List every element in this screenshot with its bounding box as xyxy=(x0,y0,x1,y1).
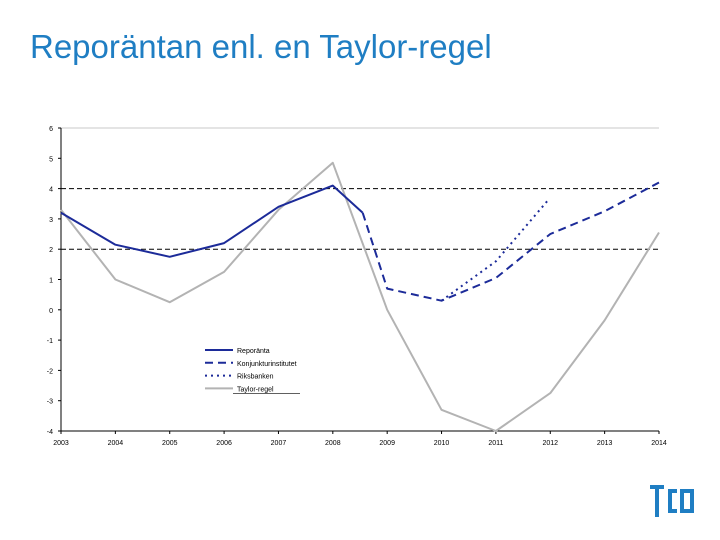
reference-lines xyxy=(61,188,659,250)
legend-label: Konjunkturinstitutet xyxy=(237,361,297,368)
x-tick-label: 2008 xyxy=(325,440,341,447)
series-lines xyxy=(60,161,660,432)
y-tick-label: 2 xyxy=(49,247,53,254)
y-tick-label: 6 xyxy=(49,126,53,133)
y-tick-label: -2 xyxy=(47,368,53,375)
chart-frame xyxy=(60,127,659,432)
x-tick-label: 2011 xyxy=(488,440,503,447)
series-line-riksbanken xyxy=(440,200,549,302)
legend-label: Riksbanken xyxy=(237,374,274,381)
x-tick-label: 2013 xyxy=(597,440,613,447)
slide-title: Reporäntan enl. en Taylor-regel xyxy=(30,28,492,65)
y-tick-label: 3 xyxy=(49,217,53,224)
x-axis: 2003 2004 2005 2006 2007 2008 2009 2010 2011 2012… xyxy=(53,431,667,447)
x-tick-label: 2006 xyxy=(216,440,232,447)
y-tick-label: -3 xyxy=(47,399,53,406)
x-tick-label: 2014 xyxy=(651,440,667,447)
x-tick-label: 2004 xyxy=(108,440,124,447)
y-tick-label: 0 xyxy=(49,308,53,315)
x-tick-label: 2012 xyxy=(542,440,558,447)
y-tick-label: 5 xyxy=(49,156,53,163)
series-line-taylor-regel xyxy=(60,161,660,432)
tco-logo-icon xyxy=(650,485,694,517)
x-tick-label: 2009 xyxy=(379,440,395,447)
y-axis: 6 5 4 3 2 1 0 -1 -2 -3 -4 xyxy=(47,126,61,436)
y-tick-label: -1 xyxy=(47,338,53,345)
y-tick-label: 4 xyxy=(49,187,53,194)
legend: Reporänta Konjunkturinstitutet Riksbanken T… xyxy=(205,348,300,394)
x-tick-label: 2003 xyxy=(53,440,69,447)
y-tick-label: -4 xyxy=(47,429,53,436)
series-line-repor-nta xyxy=(60,184,364,258)
x-tick-label: 2005 xyxy=(162,440,178,447)
legend-label: Taylor-regel xyxy=(237,386,274,393)
y-tick-label: 1 xyxy=(49,278,53,285)
x-tick-label: 2007 xyxy=(271,440,287,447)
legend-label: Reporänta xyxy=(237,348,270,355)
x-tick-label: 2010 xyxy=(434,440,450,447)
series-line-konjunkturinstitutet xyxy=(361,181,660,302)
